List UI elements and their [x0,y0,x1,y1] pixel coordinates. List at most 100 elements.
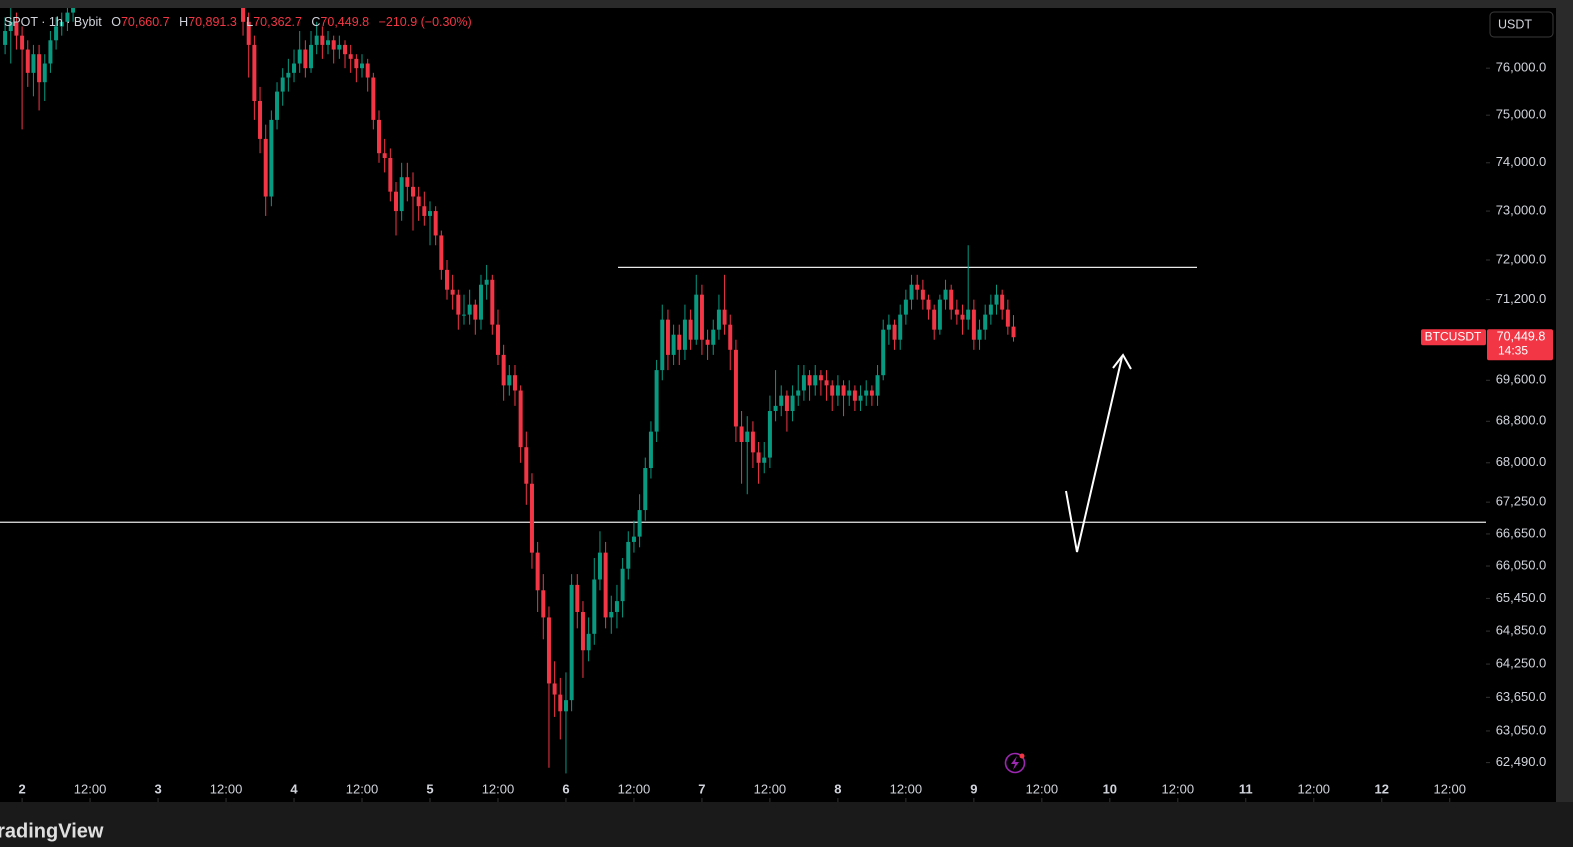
currency-label[interactable]: USDT [1498,17,1532,31]
y-tick-label: 65,450.0 [1496,590,1547,605]
candle-body [750,431,755,453]
candle-body [631,536,636,542]
candle-body [966,309,971,320]
candle-body [728,324,733,350]
candle-body [937,299,942,330]
candle-body [575,584,580,612]
candle-body [773,405,778,412]
candle-body [705,339,710,345]
y-tick-label: 68,800.0 [1496,413,1547,428]
candle-body [20,35,25,50]
x-tick-label: 8 [834,781,841,796]
candle-body [603,552,608,618]
candle-body [343,44,348,55]
footer [0,802,1573,847]
candle-body [994,294,999,305]
candle-body [314,35,319,45]
candle-body [807,375,812,386]
candle-body [280,77,285,92]
legend-header: SPOT · 1h · Bybit O70,660.7 H70,891.3 L7… [4,15,472,29]
candle-body [246,21,251,45]
y-tick-label: 72,000.0 [1496,251,1547,266]
candle-body [286,72,291,78]
plot-area [0,8,1486,774]
candle-body [671,334,676,355]
candle-body [501,354,506,386]
candle-body [360,63,365,69]
x-tick-label: 4 [290,781,298,796]
x-tick-label: 3 [154,781,161,796]
candle-body [354,58,359,69]
candle-body [14,21,19,36]
candle-body [745,431,750,442]
candle-body [796,390,801,396]
candle-body [943,289,948,300]
candle-body [326,40,331,45]
candle-body [535,552,540,591]
candle-body [983,314,988,330]
price-tag-value: 70,449.8 [1497,330,1546,344]
candle-body [694,294,699,340]
candle-body [303,49,308,69]
candle-body [552,683,557,695]
ohlc-letter: C [311,15,320,29]
candle-body [269,119,274,197]
candle-body [371,77,376,120]
x-tick-label: 12:00 [890,781,923,796]
y-tick-label: 64,250.0 [1496,655,1547,670]
x-tick-label: 12:00 [618,781,651,796]
candle-body [416,196,421,207]
candle-body [813,375,818,386]
candle-body [614,601,619,612]
candle-body [495,324,500,355]
candle-body [512,375,517,391]
candle-body [444,269,449,290]
candle-body [461,314,466,316]
candle-body [377,119,382,154]
candle-body [320,35,325,45]
candle-body [841,385,846,396]
ohlc-value: 70,362.7 [253,15,302,29]
candle-body [926,299,931,310]
candle-body [949,289,954,310]
candle-body [490,279,495,325]
candle-body [847,390,852,396]
candle-body [263,138,268,197]
candle-body [3,31,8,45]
price-tag-countdown: 14:35 [1498,343,1528,357]
candle-body [824,380,829,386]
candle-body [711,329,716,345]
candle-body [422,206,427,216]
candle-body [790,395,795,412]
candle-body [733,349,738,427]
candle-body [580,611,585,651]
top-strip [0,0,1573,8]
candle-body [473,304,478,320]
candle-body [682,319,687,350]
candle-body [518,390,523,448]
candle-body [348,54,353,59]
candle-body [484,279,489,285]
candle-body [654,370,659,432]
candle-body [331,40,336,50]
candle-body [699,294,704,340]
candle-body [439,235,444,270]
candle-body [688,319,693,340]
x-tick-label: 12 [1375,781,1389,796]
candle-body [258,101,263,139]
candle-body [456,294,461,315]
candle-body [31,54,36,73]
candle-body [960,314,965,320]
alert-icon[interactable] [1004,752,1026,774]
candle-body [881,329,886,376]
price-tag-symbol-bg [1421,329,1486,346]
symbol: SPOT · 1h · Bybit [4,15,102,29]
currency-button[interactable] [1489,11,1554,38]
candle-body [54,26,59,41]
ohlc-letter: H [179,15,188,29]
y-tick-label: 62,490.0 [1496,754,1547,769]
candle-body [410,186,415,197]
candle-body [858,395,863,401]
y-tick-label: 71,200.0 [1496,291,1547,306]
